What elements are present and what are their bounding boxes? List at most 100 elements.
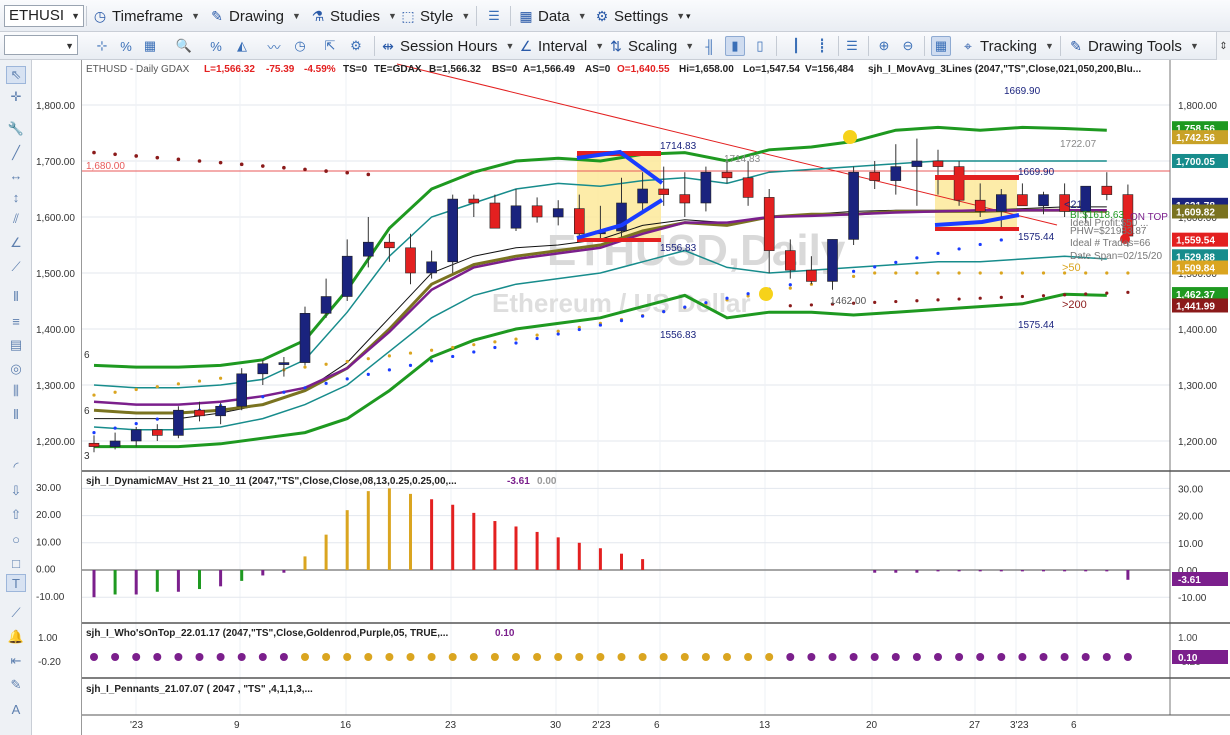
bar-spacing-wide-icon[interactable]: ┋	[818, 38, 826, 53]
line-chart-icon[interactable]: 〰	[267, 39, 281, 55]
layout-icon[interactable]: ☰	[846, 38, 858, 53]
zoom-in-icon[interactable]: ⊕	[878, 38, 890, 53]
angle-icon[interactable]: ∠	[10, 235, 22, 250]
vertical-arrow-icon[interactable]: ↕	[12, 189, 20, 205]
target-icon[interactable]: ◎	[10, 361, 22, 376]
slash-icon[interactable]: ⟋	[11, 605, 21, 620]
cycle-lines-icon[interactable]: ⦀	[13, 407, 19, 422]
data-window-icon[interactable]: ▦	[931, 36, 951, 56]
goldenrod-dot	[1105, 271, 1109, 275]
chart-selector-combo[interactable]: ▼	[4, 35, 78, 55]
fibonacci-icon[interactable]: ≡	[12, 313, 20, 329]
scaling-menu[interactable]: ⇅ Scaling ▼	[608, 34, 694, 58]
candle-body	[299, 313, 311, 363]
pct-change-icon[interactable]: %	[210, 38, 222, 54]
resistance-dot	[261, 164, 265, 168]
support-dot	[999, 295, 1003, 299]
cursor-icon[interactable]: ⇱	[324, 38, 336, 53]
left-panel3-tick-label: 1.00	[38, 633, 58, 644]
bar-chart-icon[interactable]: ╢	[705, 38, 715, 54]
header-high: Hi=1,658.00	[679, 64, 734, 75]
chart-area-icon[interactable]: ◭	[237, 38, 247, 53]
channel-icon[interactable]: ⫽	[13, 211, 19, 226]
timeframe-menu[interactable]: ◷ Timeframe ▼	[92, 4, 200, 28]
separator	[838, 36, 839, 56]
vertical-lines-icon[interactable]: ⦀	[13, 289, 19, 304]
price-tag-label: 1,758.56	[1176, 124, 1215, 135]
whos-on-top-series	[90, 653, 1132, 661]
blue-dot	[408, 363, 413, 367]
interval-menu[interactable]: ∠ Interval ▼	[518, 34, 604, 58]
studies-menu[interactable]: ⚗ Studies ▼	[310, 4, 397, 28]
goldenrod-dot	[746, 294, 750, 298]
arrow-up-icon[interactable]: ⇧	[10, 507, 22, 522]
alert-icon[interactable]: 🔔	[7, 629, 25, 644]
pointer-icon[interactable]: ⇖	[6, 66, 26, 84]
candle-body	[362, 241, 374, 257]
edit-icon[interactable]: ✎	[10, 677, 22, 692]
arc-icon[interactable]: ◜	[13, 459, 19, 474]
drawing-menu[interactable]: ✎ Drawing ▼	[209, 4, 301, 28]
separator	[476, 6, 477, 26]
search-icon[interactable]: 🔍	[175, 38, 193, 53]
chart-area[interactable]: ETHUSD,Daily Ethereum / US Dollar 1,680.…	[6, 60, 1230, 735]
whos-on-top-dot	[258, 653, 267, 661]
crosshair-tool-icon[interactable]: ✛	[10, 89, 22, 104]
tracking-menu[interactable]: ⌖ Tracking ▼	[960, 34, 1054, 58]
hollow-candle-icon[interactable]: ▯	[756, 38, 764, 53]
speed-lines-icon[interactable]: ⫼	[13, 383, 19, 398]
chart-canvas[interactable]: ETHUSD,Daily Ethereum / US Dollar 1,680.…	[6, 60, 1230, 735]
wrench-icon[interactable]: 🔧	[7, 121, 25, 136]
blue-dot	[577, 327, 581, 332]
support-dot	[1126, 290, 1130, 294]
time-icon[interactable]: ◷	[294, 38, 306, 53]
chart-annotations: 1669.90 1722.07 1714.83 1714.83 1556.83 …	[84, 86, 1168, 462]
blue-dot	[430, 359, 434, 363]
layout-icon[interactable]: ☰	[488, 8, 500, 23]
settings-menu[interactable]: ⚙ Settings ▼	[594, 4, 685, 28]
session-hours-menu[interactable]: ⇹ Session Hours ▼	[380, 34, 514, 58]
left-price-axis[interactable]: 1,800.00 1,700.00 1,600.00 1,500.00 1,400.00…	[32, 60, 82, 735]
grid-icon[interactable]: ▦	[143, 38, 157, 53]
whos-on-top-dot	[153, 653, 162, 661]
candle-body	[447, 198, 459, 263]
overflow-chevron[interactable]: ▾	[686, 10, 691, 21]
symbol-combo[interactable]: ETHUSI ▼	[4, 5, 84, 27]
percent-icon[interactable]: %	[120, 38, 132, 54]
candlestick-icon[interactable]: ▮	[725, 36, 745, 56]
horizontal-arrow-icon[interactable]: ↔	[9, 167, 23, 183]
arrow-down-icon[interactable]: ⇩	[10, 483, 22, 498]
data-menu[interactable]: ▦ Data ▼	[518, 4, 586, 28]
time-axis[interactable]: '23 9 16 23 30 2'23 6 13 20 27 3'23 6	[130, 720, 1077, 731]
gann-icon[interactable]: ▤	[9, 337, 23, 352]
goldenrod-dot	[134, 387, 138, 392]
style-menu[interactable]: ⬚ Style ▼	[400, 4, 470, 28]
zoom-out-icon[interactable]: ⊖	[902, 38, 914, 53]
header-bs: BS=0	[492, 64, 518, 75]
trendline	[396, 63, 1058, 226]
ray-icon[interactable]: ⟋	[11, 259, 21, 274]
collapse-left-icon[interactable]: ⇤	[10, 653, 22, 668]
gear-icon[interactable]: ⚙	[350, 38, 362, 53]
ellipse-icon[interactable]: ○	[12, 531, 20, 547]
rectangle-icon[interactable]: □	[12, 555, 20, 571]
time-tick-label: 6	[654, 720, 660, 731]
whos-on-top-dot	[301, 653, 309, 661]
drawing-label: Drawing	[229, 7, 285, 25]
crosshair-icon[interactable]: ⊹	[96, 38, 108, 53]
resistance-dot	[239, 162, 244, 167]
text-style-icon[interactable]: A	[11, 701, 21, 717]
text-tool-icon[interactable]: T	[6, 574, 26, 592]
chevron-down-icon: ▼	[505, 41, 515, 51]
toolbar-scroll-arrows[interactable]: ⇕	[1216, 32, 1230, 60]
blue-dot	[345, 377, 349, 381]
goldenrod-dot	[1020, 271, 1024, 275]
bar-spacing-icon[interactable]: ┃	[792, 38, 800, 53]
candle-body	[869, 171, 881, 181]
whos-on-top-dot	[617, 653, 626, 661]
drawing-tools-menu[interactable]: ✎ Drawing Tools ▼	[1068, 34, 1199, 58]
trendline-icon[interactable]: ╱	[12, 145, 20, 160]
candle-body	[405, 247, 416, 274]
blue-dot	[662, 310, 666, 314]
resistance-dot	[303, 167, 307, 172]
